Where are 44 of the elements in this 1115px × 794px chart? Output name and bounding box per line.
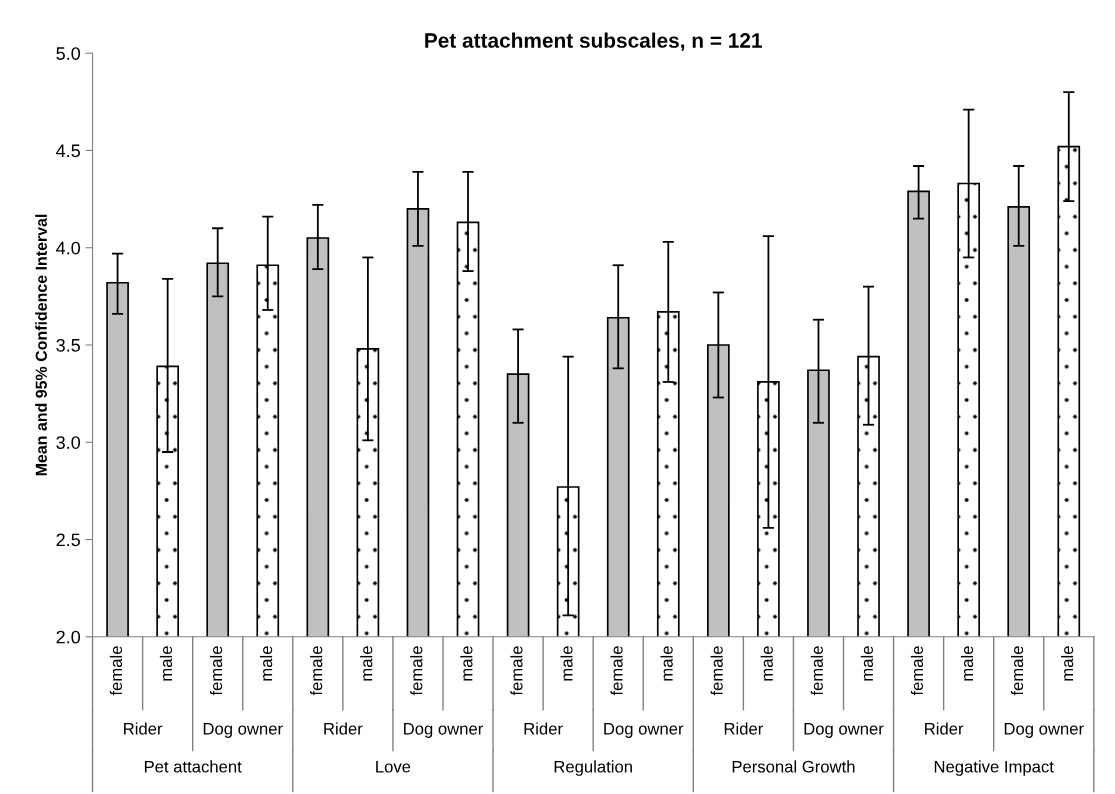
x-tick-label: male [760,646,773,681]
x-tick-label: male [560,646,573,681]
y-axis-title: Mean and 95% Confidence Interval [35,214,47,476]
x-tick-label: female [310,646,323,696]
x-tick-label: female [710,646,723,696]
text: Dog owner [804,723,884,738]
text: Rider [124,722,163,735]
x-tick-label: female [209,646,223,696]
text: Rider [724,722,764,735]
x-tick-label: female [610,646,623,696]
y-tick-label: 4.5 [56,144,80,158]
text: Dog owner [404,723,484,738]
x-tick-label: male [460,646,473,681]
x-tick-label: male [860,646,873,681]
y-tick-label: 2.5 [56,533,80,547]
text: Love [376,760,411,773]
text: Personal Growth [732,760,855,773]
text: Rider [925,722,964,735]
y-tick-label: 4.0 [56,241,81,255]
text: Dog owner [1004,723,1084,738]
text: Pet attachent [144,760,242,773]
y-tick-label: 3.0 [56,436,81,449]
x-tick-label: male [1061,646,1074,681]
chart-title: Pet attachment subscales, n = 121 [425,32,762,51]
x-tick-label: female [1010,646,1024,696]
text: Rider [524,722,563,735]
x-tick-label: female [910,646,924,696]
text: Regulation [554,760,632,776]
text: Dog owner [203,723,283,738]
y-tick-label: 5.0 [56,47,81,60]
x-tick-label: female [109,646,123,696]
x-tick-label: female [810,646,823,696]
x-tick-label: male [360,646,373,681]
x-tick-label: male [660,646,673,681]
x-tick-label: male [260,646,273,681]
text: Dog owner [604,723,684,738]
x-tick-label: male [960,646,974,681]
y-tick-label: 2.0 [56,630,81,644]
text: Rider [324,722,363,735]
x-tick-label: female [510,646,523,696]
y-tick-label: 3.5 [56,338,80,352]
x-tick-label: female [410,646,423,696]
x-tick-label: male [159,646,173,681]
text: Negative Impact [934,760,1054,776]
